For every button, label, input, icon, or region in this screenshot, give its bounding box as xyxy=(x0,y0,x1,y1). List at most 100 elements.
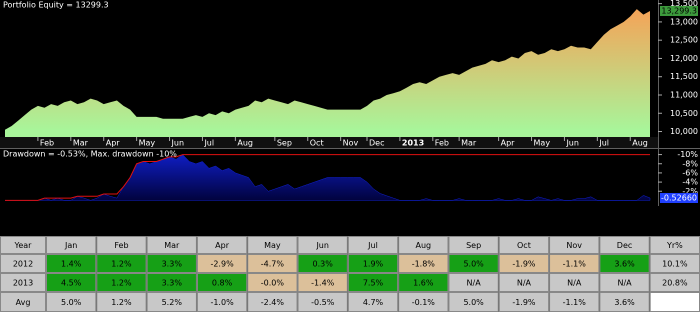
table-text: 1.2% xyxy=(111,279,132,288)
table-header: Nov xyxy=(566,241,582,250)
x-tick-label: Feb xyxy=(435,139,449,148)
table-text: 5.0% xyxy=(463,298,484,307)
drawdown-area xyxy=(5,154,651,201)
y-tick-label: 13,000 xyxy=(670,17,698,26)
table-text: N/A xyxy=(467,279,482,288)
x-tick-label: Dec xyxy=(369,139,384,148)
table-cell xyxy=(498,254,550,273)
table-cell xyxy=(448,236,499,254)
table-text: -1.4% xyxy=(311,279,335,288)
y-tick-label: 12,000 xyxy=(670,54,698,63)
table-text: 3.3% xyxy=(162,260,183,269)
table-text: 4.5% xyxy=(61,279,82,288)
table-cell xyxy=(0,236,46,254)
table-cell xyxy=(146,273,197,292)
table-cell xyxy=(96,236,147,254)
table-text: 0.8% xyxy=(212,279,233,288)
table-cell xyxy=(448,254,499,273)
last-value-box xyxy=(660,193,698,204)
table-header: Mar xyxy=(164,241,180,250)
x-tick-label: Nov xyxy=(343,139,359,148)
y-tick-label: 11,500 xyxy=(670,72,698,81)
x-tick-label: 2013 xyxy=(402,139,424,148)
table-cell xyxy=(549,254,600,273)
table-cell xyxy=(347,273,399,292)
table-text: N/A xyxy=(567,279,582,288)
y-tick-label: -4% xyxy=(682,178,698,187)
table-cell xyxy=(196,254,248,273)
y-tick-label: -2% xyxy=(682,187,698,196)
table-header: Jun xyxy=(315,241,329,250)
y-tick-label: 12,500 xyxy=(670,36,698,45)
table-cell xyxy=(599,236,650,254)
table-text: 1.4% xyxy=(61,260,82,269)
x-tick-label: Jul xyxy=(203,139,214,148)
table-header: Jul xyxy=(367,241,378,250)
table-text: 2012 xyxy=(13,260,33,269)
x-tick-label: Feb xyxy=(40,139,54,148)
x-tick-label: Apr xyxy=(106,139,121,148)
table-cell xyxy=(398,236,449,254)
x-tick-label: May xyxy=(139,139,156,148)
table-text: -1.1% xyxy=(563,298,587,307)
table-text: 3.6% xyxy=(614,260,635,269)
y-tick-label: -10% xyxy=(677,150,698,159)
y-tick-label: 10,500 xyxy=(670,109,698,118)
table-text: 1.2% xyxy=(111,260,132,269)
y-tick-label: -8% xyxy=(682,159,698,168)
table-cell xyxy=(549,236,600,254)
table-text: N/A xyxy=(617,279,632,288)
x-tick-label: Jul xyxy=(598,139,609,148)
x-tick-label: Mar xyxy=(73,139,89,148)
table-header: Yr% xyxy=(666,241,683,250)
table-text: -0.5% xyxy=(311,298,335,307)
table-cell xyxy=(247,236,298,254)
table-text: 10.1% xyxy=(662,260,688,269)
table-cell xyxy=(247,254,298,273)
table-text: -1.8% xyxy=(412,260,436,269)
table-text: N/A xyxy=(517,279,532,288)
table-header: Dec xyxy=(617,241,632,250)
table-header: Aug xyxy=(415,241,431,250)
table-cell xyxy=(599,273,650,292)
x-tick-label: May xyxy=(534,139,551,148)
table-text: 4.7% xyxy=(363,298,384,307)
table-cell xyxy=(297,254,348,273)
table-cell xyxy=(247,273,298,292)
table-text: 7.5% xyxy=(363,279,384,288)
table-text: 3.3% xyxy=(162,279,183,288)
table-cell xyxy=(448,273,499,292)
chart-title: Drawdown = -0.53%, Max. drawdown -10% xyxy=(3,150,177,159)
max-drawdown-line xyxy=(5,154,650,201)
table-cell xyxy=(96,273,147,292)
table-text: -0.0% xyxy=(261,279,285,288)
table-cell xyxy=(599,254,650,273)
y-tick-label: -6% xyxy=(682,168,698,177)
table-header: Oct xyxy=(517,241,531,250)
table-cell xyxy=(96,254,147,273)
table-text: 0.3% xyxy=(313,260,334,269)
y-tick-label: 13,500 xyxy=(670,0,698,8)
table-text: 5.0% xyxy=(463,260,484,269)
chart-title: Portfolio Equity = 13299.3 xyxy=(3,1,109,10)
x-tick-label: Apr xyxy=(501,139,516,148)
x-tick-label: Sep xyxy=(277,139,292,148)
last-value-label: -0.52660 xyxy=(661,194,697,203)
table-cell xyxy=(146,236,197,254)
last-value-label: 13,299.3 xyxy=(661,6,697,15)
x-tick-label: Aug xyxy=(237,139,253,148)
table-text: -1.1% xyxy=(563,260,587,269)
table-cell xyxy=(46,273,97,292)
table-text: -2.4% xyxy=(261,298,285,307)
table-text: 20.8% xyxy=(662,279,688,288)
table-text: 1.6% xyxy=(413,279,434,288)
table-text: 3.6% xyxy=(614,298,635,307)
table-cell xyxy=(398,254,449,273)
table-cell xyxy=(146,254,197,273)
table-text: 1.2% xyxy=(111,298,132,307)
table-cell xyxy=(649,292,700,312)
table-text: -1.9% xyxy=(512,298,536,307)
table-text: 5.2% xyxy=(162,298,183,307)
x-axis-band xyxy=(0,137,658,148)
